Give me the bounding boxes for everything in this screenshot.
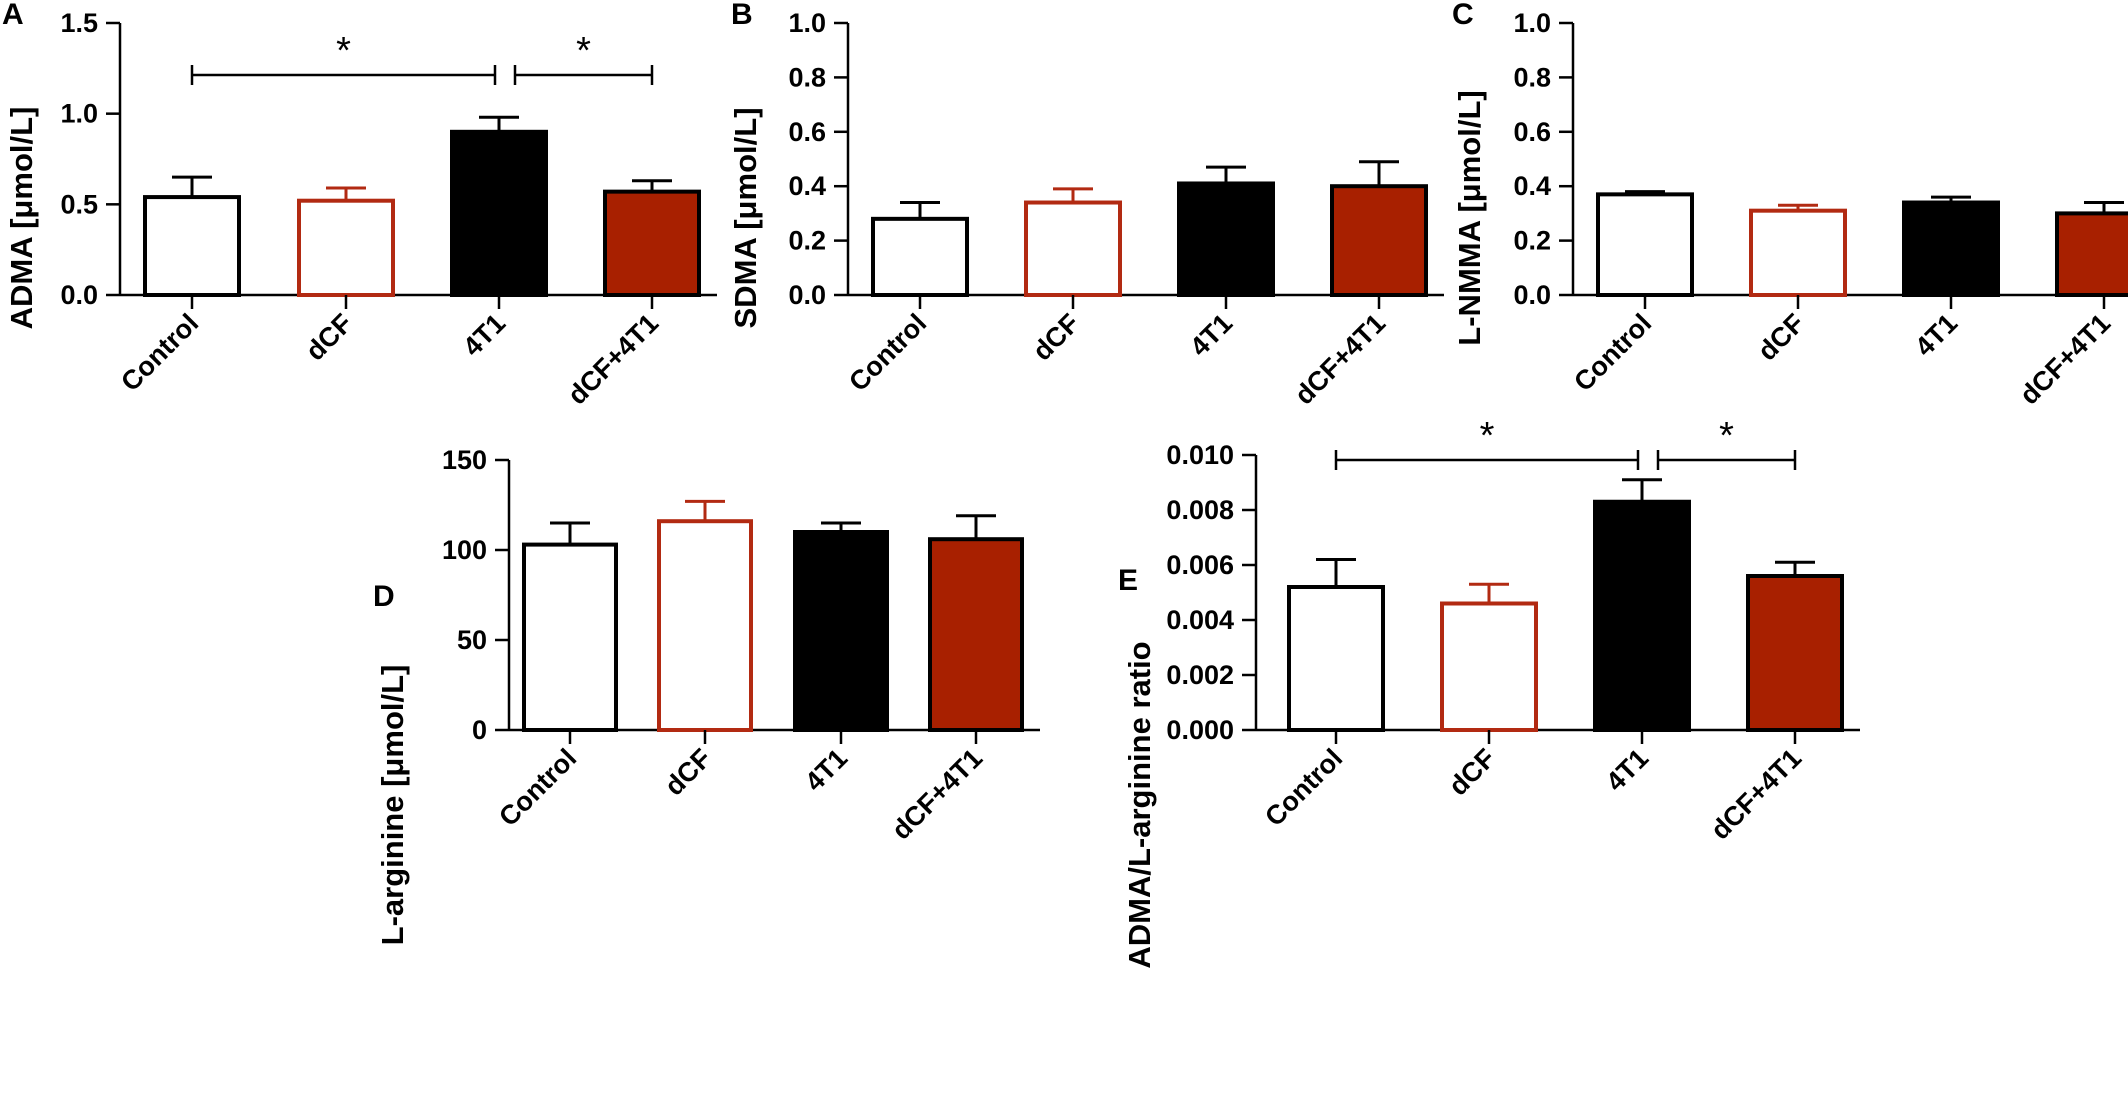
y-axis-title-d: L-arginine [μmol/L] — [375, 665, 410, 946]
x-label-e-control: Control — [1259, 743, 1348, 832]
bar-b-dcf — [1024, 200, 1122, 298]
panel-letter-c: C — [1452, 0, 1474, 31]
y-tick-label-c-1: 0.2 — [1513, 226, 1551, 256]
y-axis-title-a: ADMA [μmol/L] — [4, 107, 39, 330]
panel-letter-a: A — [2, 0, 24, 31]
sig-star-e-1: * — [1719, 415, 1734, 457]
x-label-b-control: Control — [843, 308, 932, 397]
x-label-e-dcf-4t1: dCF+4T1 — [1705, 743, 1807, 845]
bar-c-dcf — [1749, 208, 1847, 297]
y-axis-title-e: ADMA/L-arginine ratio — [1122, 641, 1157, 968]
y-tick-label-c-2: 0.4 — [1513, 171, 1551, 201]
bar-a-4t1 — [450, 129, 548, 297]
bar-d-control — [522, 542, 618, 732]
y-tick-label-d-0: 0 — [472, 715, 487, 745]
x-label-b-4t1: 4T1 — [1184, 308, 1238, 362]
bar-a-dcf-4t1 — [603, 189, 701, 297]
x-label-e-4t1: 4T1 — [1600, 743, 1654, 797]
bar-c-control — [1596, 192, 1694, 297]
y-tick-label-a-1: 0.5 — [60, 189, 98, 219]
y-tick-label-b-4: 0.8 — [788, 62, 826, 92]
y-tick-label-e-4: 0.008 — [1166, 495, 1234, 525]
y-axis-title-b: SDMA [μmol/L] — [728, 107, 763, 328]
y-tick-label-a-0: 0.0 — [60, 280, 98, 310]
y-tick-label-a-3: 1.5 — [60, 8, 98, 38]
y-tick-label-d-3: 150 — [442, 445, 487, 475]
x-label-b-dcf-4t1: dCF+4T1 — [1289, 308, 1391, 410]
x-label-e-dcf: dCF — [1443, 743, 1501, 801]
panel-c: C L-NMMA [μmol/L] 0.0 0.2 0.4 0.6 0.8 1.0 Cont… — [1452, 0, 2128, 410]
sig-star-a-0: * — [336, 30, 351, 72]
panel-b: B SDMA [μmol/L] 0.0 0.2 0.4 0.6 0.8 1.0 Contro… — [728, 0, 1444, 410]
x-label-c-dcf-4t1: dCF+4T1 — [2014, 308, 2116, 410]
bar-d-4t1 — [793, 530, 889, 732]
panel-e: E ADMA/L-arginine ratio 0.000 0.002 0.004 0… — [1118, 415, 1860, 969]
panel-d: D L-arginine [μmol/L] 0 50 100 150 Control dC… — [373, 445, 1040, 945]
bar-b-control — [871, 216, 969, 297]
y-tick-label-b-0: 0.0 — [788, 280, 826, 310]
y-tick-label-e-3: 0.006 — [1166, 550, 1234, 580]
x-label-d-dcf: dCF — [659, 743, 717, 801]
x-label-b-dcf: dCF — [1027, 308, 1085, 366]
y-tick-label-e-5: 0.010 — [1166, 440, 1234, 470]
x-label-a-4t1: 4T1 — [457, 308, 511, 362]
x-label-a-control: Control — [115, 308, 204, 397]
x-label-a-dcf: dCF — [300, 308, 358, 366]
bar-e-control — [1287, 585, 1385, 732]
bar-b-4t1 — [1177, 181, 1275, 297]
y-tick-label-e-2: 0.004 — [1166, 605, 1234, 635]
bar-e-dcf-4t1 — [1746, 574, 1844, 732]
y-tick-label-b-3: 0.6 — [788, 117, 826, 147]
x-label-c-4t1: 4T1 — [1909, 308, 1963, 362]
bar-d-dcf-4t1 — [928, 537, 1024, 733]
y-tick-label-a-2: 1.0 — [60, 99, 98, 129]
panel-letter-b: B — [731, 0, 753, 31]
y-tick-label-d-2: 100 — [442, 535, 487, 565]
sig-star-e-0: * — [1480, 415, 1495, 457]
y-tick-label-c-0: 0.0 — [1513, 280, 1551, 310]
x-label-a-dcf-4t1: dCF+4T1 — [562, 308, 664, 410]
y-tick-label-c-3: 0.6 — [1513, 117, 1551, 147]
panel-letter-e: E — [1118, 564, 1138, 597]
bar-c-dcf-4t1 — [2055, 211, 2128, 297]
y-tick-label-b-5: 1.0 — [788, 8, 826, 38]
x-label-c-dcf: dCF — [1752, 308, 1810, 366]
y-tick-label-b-1: 0.2 — [788, 226, 826, 256]
bar-c-4t1 — [1902, 200, 2000, 298]
x-label-c-control: Control — [1568, 308, 1657, 397]
y-tick-label-c-5: 1.0 — [1513, 8, 1551, 38]
bar-b-dcf-4t1 — [1330, 184, 1428, 297]
bar-e-dcf — [1440, 601, 1538, 732]
y-tick-label-d-1: 50 — [457, 625, 487, 655]
x-label-d-dcf-4t1: dCF+4T1 — [886, 743, 988, 845]
x-label-d-4t1: 4T1 — [799, 743, 853, 797]
y-tick-label-c-4: 0.8 — [1513, 62, 1551, 92]
bar-a-control — [143, 195, 241, 297]
bar-d-dcf — [657, 519, 753, 733]
bar-a-dcf — [297, 198, 395, 297]
y-tick-label-e-1: 0.002 — [1166, 660, 1234, 690]
y-axis-title-c: L-NMMA [μmol/L] — [1452, 90, 1487, 345]
panel-a: A ADMA [μmol/L] 0.0 0.5 1.0 1.5 Control dCF 4T… — [2, 0, 717, 410]
sig-star-a-1: * — [576, 30, 591, 72]
y-tick-label-b-2: 0.4 — [788, 171, 826, 201]
panel-letter-d: D — [373, 580, 395, 613]
x-label-d-control: Control — [493, 743, 582, 832]
bar-e-4t1 — [1593, 499, 1691, 732]
y-tick-label-e-0: 0.000 — [1166, 715, 1234, 745]
